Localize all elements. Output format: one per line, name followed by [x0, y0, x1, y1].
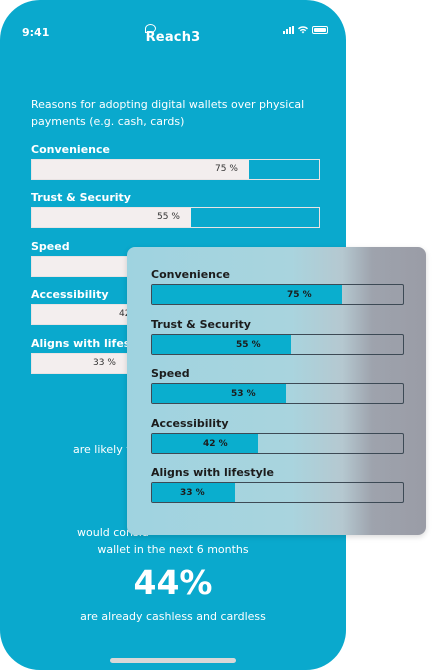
overlay-row-bar: 33 %: [151, 482, 404, 503]
overlay-row-percent: 33 %: [180, 488, 205, 498]
overlay-row-label: Trust & Security: [151, 318, 251, 331]
overlay-row-bar: 42 %: [151, 433, 404, 454]
battery-icon: [312, 26, 328, 34]
likely-stat-text: are likely t: [73, 443, 131, 456]
overlay-row-label: Accessibility: [151, 417, 229, 430]
survey-row-label: Trust & Security: [31, 191, 131, 204]
overlay-row-label: Convenience: [151, 268, 230, 281]
survey-row-label: Aligns with lifestyle: [31, 337, 154, 350]
brand-name: Reach3: [145, 30, 201, 45]
survey-row-percent: 55 %: [157, 212, 180, 222]
brand-logo-icon: [145, 24, 156, 33]
overlay-row-fill: [152, 285, 342, 304]
survey-row-label: Speed: [31, 240, 70, 253]
status-icons: [283, 26, 328, 34]
status-bar: 9:41 Reach3: [0, 0, 346, 60]
overlay-row-fill: [152, 384, 286, 403]
survey-row-fill: [32, 208, 191, 227]
survey-row-percent: 33 %: [93, 358, 116, 368]
survey-row-label: Accessibility: [31, 288, 109, 301]
overlay-row-label: Aligns with lifestyle: [151, 466, 274, 479]
survey-row-fill: [32, 305, 153, 324]
survey-row-label: Convenience: [31, 143, 110, 156]
results-overlay-card: Convenience 75 % Trust & Security 55 % Speed…: [127, 247, 426, 535]
cellular-signal-icon: [283, 26, 294, 34]
overlay-row-fill: [152, 483, 235, 502]
survey-question: Reasons for adopting digital wallets ove…: [31, 98, 305, 128]
overlay-row-percent: 75 %: [287, 290, 312, 300]
consider-stat-text-end: wallet in the next 6 months: [97, 543, 249, 556]
home-indicator[interactable]: [110, 658, 236, 663]
overlay-row-percent: 53 %: [231, 389, 256, 399]
overlay-row-bar: 55 %: [151, 334, 404, 355]
overlay-row-label: Speed: [151, 367, 190, 380]
overlay-row-bar: 53 %: [151, 383, 404, 404]
overlay-row-fill: [152, 434, 258, 453]
overlay-row-bar: 75 %: [151, 284, 404, 305]
overlay-row-percent: 55 %: [236, 340, 261, 350]
status-time: 9:41: [22, 26, 50, 39]
cashless-stat-text: are already cashless and cardless: [80, 610, 266, 623]
survey-row-bar: 55 %: [31, 207, 320, 228]
survey-row-fill: [32, 160, 249, 179]
cashless-stat-value: 44%: [133, 563, 213, 602]
wifi-icon: [298, 26, 308, 34]
overlay-row-fill: [152, 335, 291, 354]
survey-row-bar: 75 %: [31, 159, 320, 180]
survey-row-percent: 75 %: [215, 164, 238, 174]
survey-row-fill: [32, 354, 127, 373]
overlay-row-percent: 42 %: [203, 439, 228, 449]
